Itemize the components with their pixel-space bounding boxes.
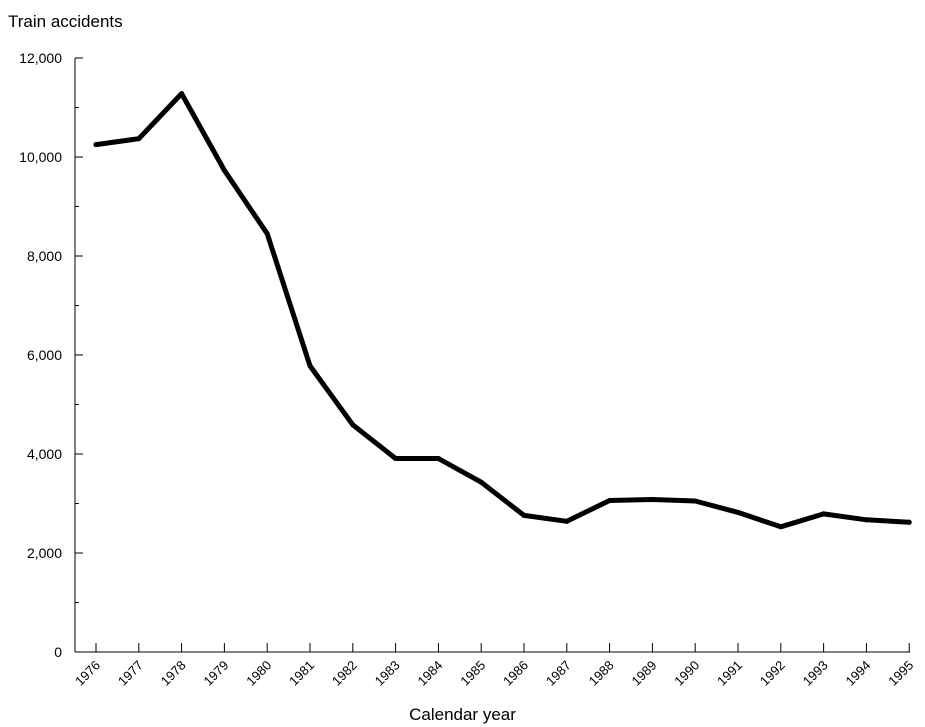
data-point bbox=[221, 167, 227, 173]
x-tick-label: 1978 bbox=[158, 658, 189, 689]
data-point bbox=[564, 518, 570, 524]
data-point bbox=[735, 509, 741, 515]
data-point bbox=[350, 422, 356, 428]
x-axis-title: Calendar year bbox=[409, 705, 516, 724]
data-point bbox=[863, 517, 869, 523]
x-tick-label: 1983 bbox=[372, 658, 403, 689]
x-tick-label: 1991 bbox=[714, 658, 745, 689]
data-point bbox=[649, 497, 655, 503]
x-tick-label: 1986 bbox=[500, 658, 531, 689]
x-tick-label: 1987 bbox=[543, 658, 574, 689]
x-tick-label: 1992 bbox=[757, 658, 788, 689]
x-tick-label: 1977 bbox=[115, 658, 146, 689]
x-axis: 1976 1977 1978 1979 1980 1981 1982 1983 1984 1985… bbox=[72, 643, 916, 689]
y-axis: 0 2,000 4,000 6,000 8,000 10,000 12,000 bbox=[19, 50, 83, 660]
y-axis-title: Train accidents bbox=[8, 12, 123, 31]
x-tick-label: 1980 bbox=[243, 658, 274, 689]
y-tick-label: 10,000 bbox=[19, 149, 62, 165]
x-tick-label: 1988 bbox=[586, 658, 617, 689]
y-tick-label: 0 bbox=[54, 644, 62, 660]
data-point bbox=[393, 455, 399, 461]
y-tick-label: 12,000 bbox=[19, 50, 62, 66]
data-point bbox=[435, 455, 441, 461]
y-tick-label: 2,000 bbox=[27, 545, 62, 561]
data-point bbox=[478, 479, 484, 485]
series-line bbox=[93, 91, 912, 530]
x-tick-label: 1984 bbox=[414, 658, 445, 689]
data-point bbox=[136, 136, 142, 142]
x-tick-label: 1994 bbox=[842, 658, 873, 689]
data-point bbox=[264, 231, 270, 237]
x-tick-label: 1990 bbox=[671, 658, 702, 689]
x-tick-label: 1982 bbox=[329, 658, 360, 689]
x-tick-label: 1979 bbox=[200, 658, 231, 689]
x-tick-label: 1985 bbox=[457, 658, 488, 689]
x-tick-label: 1981 bbox=[286, 658, 317, 689]
data-point bbox=[692, 498, 698, 504]
series-group bbox=[93, 91, 912, 530]
data-point bbox=[906, 519, 912, 525]
y-tick-label: 8,000 bbox=[27, 248, 62, 264]
data-point bbox=[607, 498, 613, 504]
data-point bbox=[307, 363, 313, 369]
data-point bbox=[521, 512, 527, 518]
data-point bbox=[821, 511, 827, 517]
x-tick-label: 1995 bbox=[885, 658, 916, 689]
data-point bbox=[778, 524, 784, 530]
data-point bbox=[93, 142, 99, 148]
data-point bbox=[179, 91, 185, 97]
y-tick-label: 6,000 bbox=[27, 347, 62, 363]
x-tick-label: 1993 bbox=[800, 658, 831, 689]
y-tick-label: 4,000 bbox=[27, 446, 62, 462]
x-tick-label: 1976 bbox=[72, 658, 103, 689]
x-tick-label: 1989 bbox=[628, 658, 659, 689]
